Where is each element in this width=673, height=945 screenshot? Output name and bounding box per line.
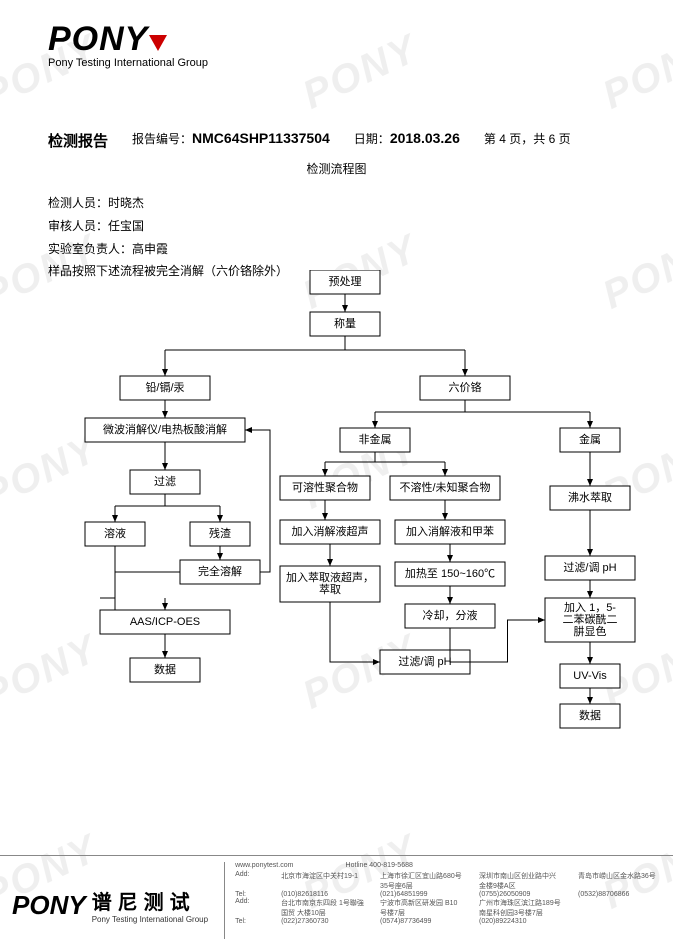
node-label-addultra: 加入消解液超声 bbox=[292, 524, 369, 538]
footer-sub: Pony Testing International Group bbox=[92, 915, 208, 924]
tester-value: 时晓杰 bbox=[108, 196, 144, 210]
footer-hotline: Hotline 400-819-5688 bbox=[346, 862, 440, 869]
flowchart: 预处理称量铅/镉/汞 六价铬微波消解仪/电热板酸消解过滤溶液 残渣完全溶解 AAS/I… bbox=[30, 270, 650, 830]
footer-row-label: Tel: bbox=[235, 918, 265, 925]
footer-contact-cell: (010)82618116 bbox=[281, 891, 364, 898]
footer-contact-cell bbox=[578, 918, 661, 925]
footer-brand: PONY bbox=[12, 890, 86, 921]
footer-contact-cell: 深圳市南山区创业路中兴 金楼9楼A区 bbox=[479, 871, 562, 891]
footer-contact-cell: 台北市南京东四段 1号聯強国贸 大楼10层 bbox=[281, 898, 364, 918]
node-label-extract: 萃取 bbox=[319, 583, 341, 596]
node-label-cool: 冷却，分液 bbox=[423, 608, 478, 622]
footer-contact-cell bbox=[578, 898, 661, 918]
footer-contact-cell: 青岛市崂山区金水路36号 bbox=[578, 871, 661, 891]
footer-contact-cell: 上海市徐汇区宜山路680号 35号座6层 bbox=[380, 871, 463, 891]
node-label-digest: 微波消解仪/电热板酸消解 bbox=[103, 422, 227, 436]
node-label-color: 二苯碳酰二 bbox=[563, 612, 618, 626]
logo-brand: PONY bbox=[48, 20, 208, 59]
flow-edge bbox=[330, 602, 380, 662]
logo-triangle-icon bbox=[149, 35, 167, 51]
node-label-pre: 预处理 bbox=[329, 275, 362, 288]
node-label-residue: 残渣 bbox=[209, 526, 231, 540]
node-label-solpoly: 可溶性聚合物 bbox=[292, 480, 358, 494]
node-label-pbcdhg: 铅/镉/汞 bbox=[145, 380, 184, 394]
diagram-subtitle: 检测流程图 bbox=[0, 160, 673, 177]
flow-edge bbox=[245, 430, 270, 572]
logo-top: PONY Pony Testing International Group bbox=[48, 20, 208, 69]
node-label-filterph1: 过滤/调 pH bbox=[398, 655, 451, 668]
node-label-weigh: 称量 bbox=[334, 316, 356, 330]
footer-contact-cell: (0574)87736499 bbox=[380, 918, 463, 925]
footer-contact-cell: (0755)26050909 bbox=[479, 891, 562, 898]
node-label-insolpoly: 不溶性/未知聚合物 bbox=[399, 480, 490, 494]
footer-contact-cell: (021)64851999 bbox=[380, 891, 463, 898]
logo-subtitle: Pony Testing International Group bbox=[48, 57, 208, 69]
report-date: 日期：2018.03.26 bbox=[354, 130, 460, 151]
footer-contact-cell: 北京市海淀区中关村19-1 bbox=[281, 871, 364, 891]
node-label-addtoluene: 加入消解液和甲苯 bbox=[406, 524, 494, 538]
footer-row-label: Add: bbox=[235, 898, 265, 918]
footer-logo: PONY 谱尼测试 Pony Testing International Gro… bbox=[12, 886, 208, 924]
node-label-data2: 数据 bbox=[579, 708, 601, 722]
node-label-aas: AAS/ICP-OES bbox=[130, 616, 200, 628]
node-label-data1: 数据 bbox=[154, 662, 176, 676]
node-label-color: 加入 1，5- bbox=[564, 601, 616, 614]
node-label-solution: 溶液 bbox=[104, 526, 126, 540]
node-label-metal: 金属 bbox=[579, 432, 601, 446]
node-label-fulldis: 完全溶解 bbox=[198, 564, 242, 578]
footer-row-label: Add: bbox=[235, 871, 265, 891]
node-label-nonmetal: 非金属 bbox=[359, 432, 392, 446]
reviewer-label: 审核人员： bbox=[48, 219, 108, 233]
footer-url: www.ponytest.com bbox=[235, 862, 329, 869]
footer-contact-cell: 广州市海珠区滨江路189号 南星科创园3号楼7层 bbox=[479, 898, 562, 918]
node-label-filterph2: 过滤/调 pH bbox=[563, 561, 616, 574]
node-label-cr6: 六价铬 bbox=[449, 380, 482, 394]
page-info: 第 4 页，共 6 页 bbox=[484, 130, 571, 151]
node-label-heat: 加热至 150~160℃ bbox=[405, 567, 495, 580]
lab-head-value: 高申霞 bbox=[132, 242, 168, 256]
report-no: 报告编号：NMC64SHP11337504 bbox=[132, 130, 330, 151]
logo-text: PONY bbox=[48, 20, 148, 59]
footer-contact-cell: (020)89224310 bbox=[479, 918, 562, 925]
node-label-color: 肼显色 bbox=[574, 624, 607, 638]
header-line: 检测报告 报告编号：NMC64SHP11337504 日期：2018.03.26… bbox=[48, 130, 625, 151]
footer-cn-brand: 谱尼测试 bbox=[92, 886, 208, 915]
footer-contact: www.ponytest.com Hotline 400-819-5688 Ad… bbox=[224, 862, 661, 939]
node-label-filter: 过滤 bbox=[154, 475, 176, 488]
footer: PONY 谱尼测试 Pony Testing International Gro… bbox=[0, 855, 673, 945]
lab-head-label: 实验室负责人： bbox=[48, 242, 132, 256]
node-label-boil: 沸水萃取 bbox=[568, 491, 612, 504]
node-label-extract: 加入萃取液超声， bbox=[286, 570, 374, 584]
report-title: 检测报告 bbox=[48, 130, 108, 151]
footer-contact-cell: (022)27360730 bbox=[281, 918, 364, 925]
footer-contact-cell: 宁波市高新区研发园 B10号楼7层 bbox=[380, 898, 463, 918]
tester-label: 检测人员： bbox=[48, 196, 108, 210]
node-label-uvvis: UV-Vis bbox=[573, 670, 607, 682]
reviewer-value: 任宝国 bbox=[108, 219, 144, 233]
report-no-value: NMC64SHP11337504 bbox=[192, 130, 330, 146]
report-no-label: 报告编号： bbox=[132, 132, 192, 146]
date-value: 2018.03.26 bbox=[390, 130, 460, 146]
footer-contact-cell: (0532)88706866 bbox=[578, 891, 661, 898]
date-label: 日期： bbox=[354, 132, 390, 146]
footer-row-label: Tel: bbox=[235, 891, 265, 898]
